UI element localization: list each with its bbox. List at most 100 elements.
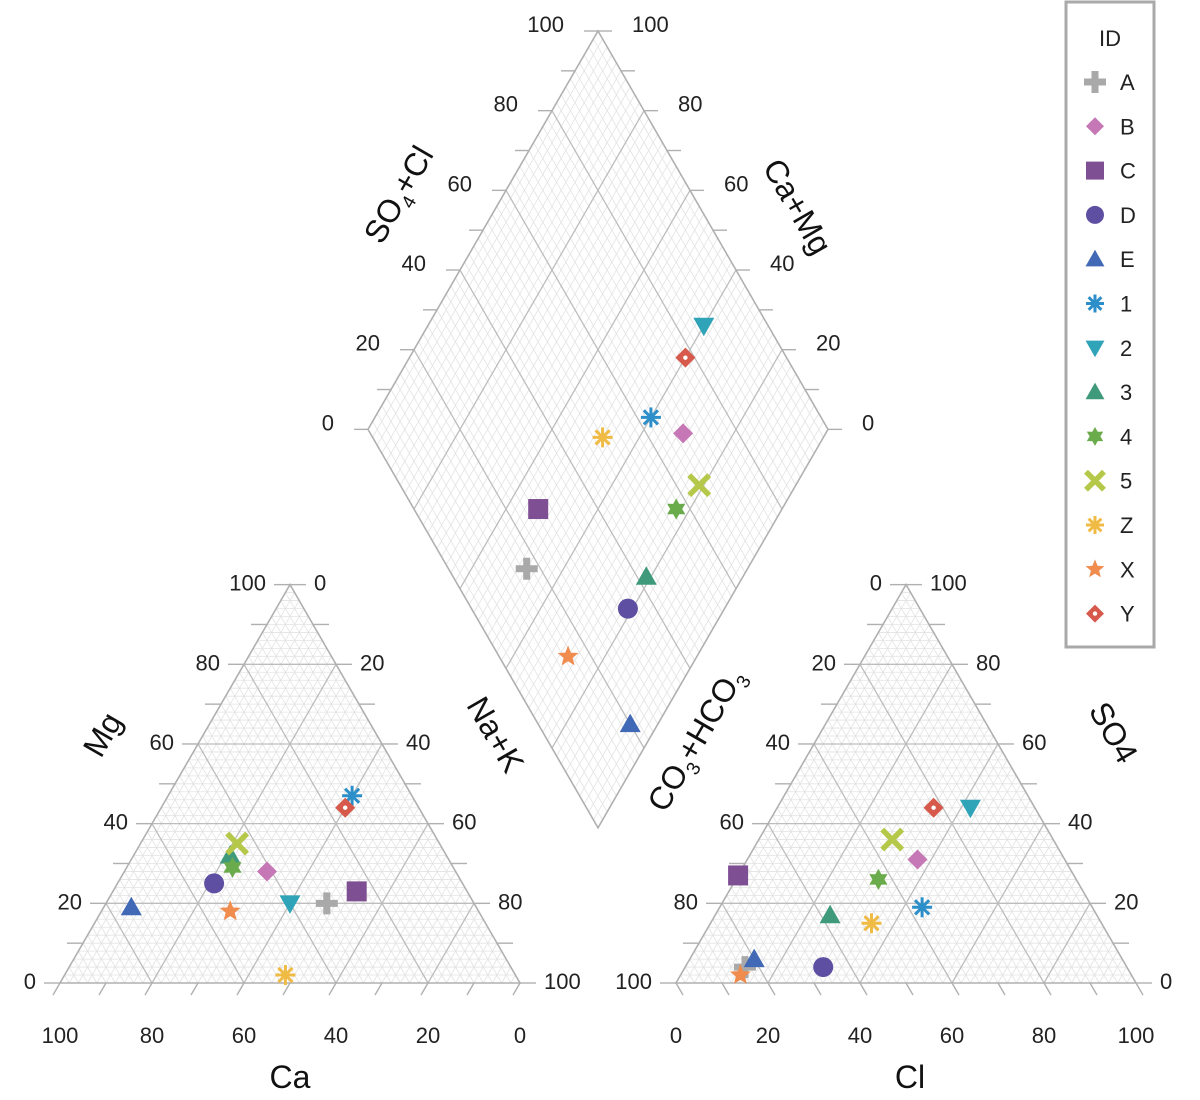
marker-shape xyxy=(863,915,880,932)
cation-bottom-tick xyxy=(282,982,291,996)
anion-triangle-gridline xyxy=(767,823,861,984)
cl-tick-label: 80 xyxy=(1032,1023,1056,1048)
diamond-gridline xyxy=(514,174,746,573)
axis-title-so4-cl: SO4+Cl xyxy=(356,140,440,250)
diamond-gridline xyxy=(574,389,806,789)
co3-hco3-tick-label: 60 xyxy=(720,810,744,835)
diamond-gridline xyxy=(547,118,778,518)
anion-triangle-gridline xyxy=(684,966,695,984)
diamond-gridline xyxy=(487,222,718,621)
anion-triangle-gridline xyxy=(868,648,1063,984)
diamond-outline xyxy=(367,29,829,830)
cation-triangle-gridline xyxy=(124,640,323,984)
cation-bottom-tick xyxy=(144,982,153,996)
diamond-gridline xyxy=(588,46,820,446)
cation-triangle-gridline xyxy=(147,831,236,984)
diamond-gridline xyxy=(547,341,778,741)
legend-label-d: D xyxy=(1120,203,1136,228)
anion-triangle-gridline xyxy=(684,592,911,984)
cation-point-series-a xyxy=(315,892,338,915)
anion-triangle-gridline xyxy=(887,616,1100,984)
cation-triangle-gridline xyxy=(105,624,314,984)
cation-point-series-x xyxy=(219,900,241,921)
marker-shape xyxy=(673,423,694,444)
cation-bottom-tick xyxy=(420,982,429,996)
cation-triangle-gridline xyxy=(64,974,70,984)
legend-marker-z xyxy=(1086,516,1104,534)
anion-triangle-gridline xyxy=(680,974,686,984)
cation-bottom-tick xyxy=(512,982,521,996)
marker-shape xyxy=(813,957,834,978)
svg-text:CO3+HCO3: CO3+HCO3 xyxy=(640,662,756,821)
anion-triangle-gridline xyxy=(795,775,916,984)
cation-triangle-gridline xyxy=(91,927,125,984)
marker-dot xyxy=(343,805,348,810)
cation-triangle-gridline xyxy=(160,807,263,984)
diamond-gridline xyxy=(505,190,737,590)
anion-bottom-tick xyxy=(767,982,776,996)
anion-triangle-gridline xyxy=(832,711,990,984)
cation-triangle-gridline xyxy=(179,688,351,984)
cation-triangle-gridline xyxy=(455,927,489,984)
so4-cl-tick-label: 0 xyxy=(322,410,334,435)
diamond-point-series-z xyxy=(592,427,613,448)
cation-triangle-gridline xyxy=(275,608,493,984)
cation-triangle-gridline xyxy=(216,711,374,984)
diamond-point-series-2 xyxy=(693,317,715,337)
anion-triangle-gridline xyxy=(832,719,985,984)
anion-triangle-gridline xyxy=(781,799,888,984)
anion-triangle-gridline xyxy=(1043,903,1091,984)
legend-label-x: X xyxy=(1120,557,1135,582)
so4-cl-tick-label: 20 xyxy=(356,331,380,356)
ca-tick-label: 60 xyxy=(232,1023,256,1048)
diamond-gridline xyxy=(459,190,691,590)
ca-tick-label: 100 xyxy=(42,1023,79,1048)
cation-triangle-gridline xyxy=(252,751,387,984)
legend-label-b: B xyxy=(1120,114,1135,139)
diamond-gridline xyxy=(413,110,645,510)
cation-triangle-gridline xyxy=(124,871,190,984)
cation-triangle-gridline xyxy=(82,942,107,984)
cation-triangle-gridline xyxy=(142,839,226,984)
diamond-gridline xyxy=(491,245,723,645)
marker-shape xyxy=(594,429,611,446)
diamond-point-series-c xyxy=(528,499,549,520)
cl-tick-label: 20 xyxy=(756,1023,780,1048)
diamond-gridline xyxy=(579,62,810,462)
anion-point-series-y xyxy=(923,797,944,818)
axis-title-ca-mg: Ca+Mg xyxy=(756,152,839,260)
ca-mg-tick-label: 80 xyxy=(678,92,702,117)
cation-point-series-4 xyxy=(223,856,242,878)
marker-shape xyxy=(728,865,749,886)
cation-triangle-gridline xyxy=(381,863,452,984)
cation-triangle-gridline xyxy=(87,934,116,984)
marker-shape xyxy=(1087,296,1103,311)
anion-triangle-gridline xyxy=(703,608,921,984)
marker-shape xyxy=(667,498,686,520)
marker-dot xyxy=(1092,611,1098,616)
marker-shape xyxy=(907,849,928,870)
axis-title-ca: Ca xyxy=(270,1059,311,1095)
na-k-tick-label: 60 xyxy=(452,810,476,835)
cation-triangle-gridline xyxy=(418,895,470,984)
legend-marker-x xyxy=(1085,559,1105,578)
cation-triangle-gridline xyxy=(266,624,475,984)
legend-label-1: 1 xyxy=(1120,292,1132,317)
legend-marker-e xyxy=(1085,249,1105,267)
marker-shape xyxy=(225,831,250,856)
cl-tick-label: 40 xyxy=(848,1023,872,1048)
legend-box xyxy=(1064,0,1156,649)
anion-triangle-gridline xyxy=(822,727,971,984)
marker-shape xyxy=(1085,559,1105,578)
anion-triangle-gridline xyxy=(694,950,714,984)
diamond-gridline xyxy=(496,253,728,653)
cation-triangle-gridline xyxy=(285,592,512,984)
cation-triangle-gridline xyxy=(151,823,245,984)
diamond-gridline xyxy=(501,198,732,597)
cation-point-series-1 xyxy=(342,785,363,806)
anion-triangle-gridline xyxy=(1089,942,1114,984)
anion-triangle-gridline xyxy=(845,688,1017,984)
major-grid xyxy=(105,110,1091,984)
anion-point-series-z xyxy=(861,913,882,934)
